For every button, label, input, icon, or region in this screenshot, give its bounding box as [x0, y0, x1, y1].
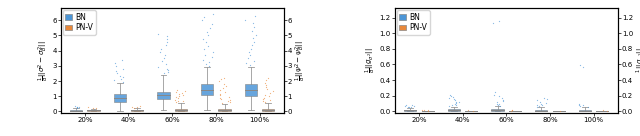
Bar: [535, 110, 547, 111]
Legend: BN, PN-V: BN, PN-V: [63, 10, 96, 35]
Bar: [579, 110, 591, 111]
Y-axis label: $\frac{1}{d}||g_{\sigma^2}||$: $\frac{1}{d}||g_{\sigma^2}||$: [364, 48, 378, 73]
Y-axis label: $\frac{1}{d}||\sigma^2 - \sigma_B^2||$: $\frac{1}{d}||\sigma^2 - \sigma_B^2||$: [36, 40, 51, 81]
Bar: [448, 109, 460, 111]
Bar: [404, 110, 416, 111]
Bar: [244, 84, 257, 96]
Bar: [201, 84, 213, 95]
Bar: [88, 110, 100, 111]
Bar: [218, 109, 230, 111]
Y-axis label: $\frac{1}{d}||\psi^2 - \psi_B^2||$: $\frac{1}{d}||\psi^2 - \psi_B^2||$: [294, 40, 308, 81]
Legend: BN, PN-V: BN, PN-V: [397, 10, 430, 35]
Bar: [131, 109, 143, 111]
Bar: [492, 109, 504, 111]
Bar: [175, 109, 187, 111]
Bar: [70, 110, 82, 111]
Bar: [114, 94, 126, 102]
Bar: [157, 92, 170, 99]
Y-axis label: $\frac{1}{d}||g_{\psi^2}||$: $\frac{1}{d}||g_{\psi^2}||$: [634, 48, 640, 73]
Bar: [262, 109, 275, 111]
